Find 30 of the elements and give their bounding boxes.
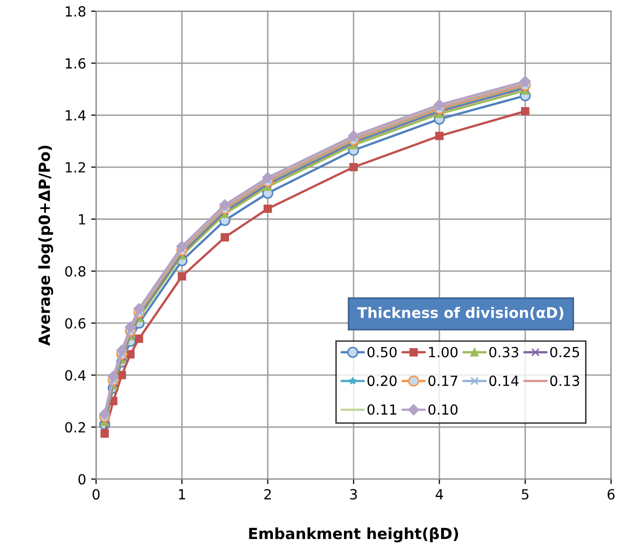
x-tick-label: 0 [92,489,100,500]
x-tick-label: 2 [264,489,271,500]
x-tick-label: 1 [179,489,186,500]
y-tick-label: 0 [78,474,86,485]
y-tick-label: 1.8 [66,6,86,17]
legend-label: 0.13 [550,376,580,386]
y-axis-title: Average log(p0+ΔP/Po) [38,146,54,346]
y-tick-label: 0.4 [65,370,86,381]
y-tick-label: 0.6 [65,318,86,329]
x-tick-label: 4 [436,489,444,500]
legend-label: 0.17 [428,376,458,386]
legend-label: 1.00 [429,346,458,358]
legend-label: 0.33 [489,346,518,358]
y-tick-label: 0.8 [65,266,86,277]
legend-label: 0.14 [489,376,519,386]
x-tick-label: 3 [350,489,357,500]
y-tick-label: 1.6 [66,58,86,69]
x-tick-label: 6 [608,489,615,500]
legend-label: 0.50 [368,346,397,358]
x-tick-label: 5 [522,489,528,500]
legend-title: Thickness of division(αD) [357,306,564,320]
legend-label: 0.25 [550,346,580,358]
legend-label: 0.10 [428,404,458,415]
y-tick-label: 1.4 [66,110,86,120]
x-axis-title: Embankment height(βD) [249,527,458,542]
legend-label: 0.20 [368,376,397,386]
y-tick-label: 1 [79,214,86,224]
y-tick-label: 0.2 [65,422,85,433]
legend-label: 0.11 [368,404,396,415]
y-tick-label: 1.2 [66,162,85,172]
